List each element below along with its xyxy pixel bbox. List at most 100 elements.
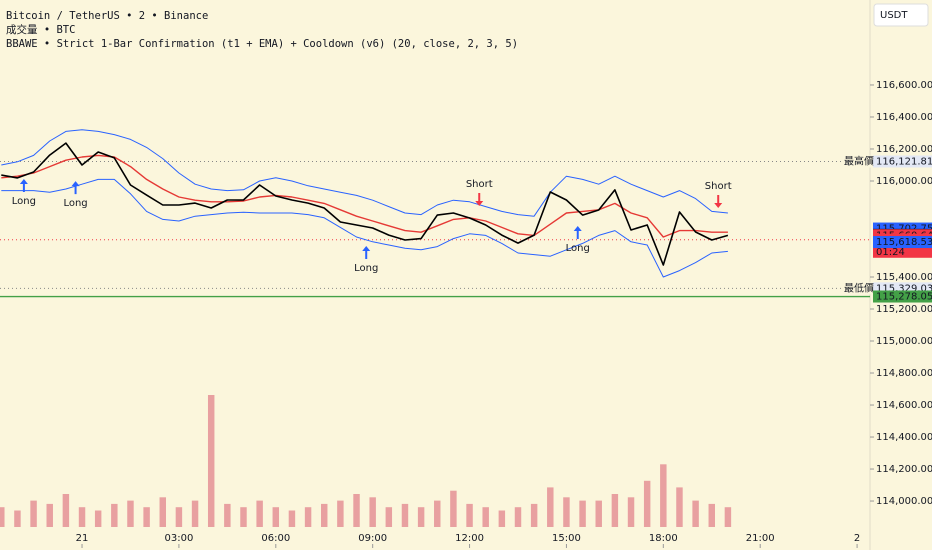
volume-bar (611, 494, 619, 527)
y-tick-label: 114,800.00 (876, 368, 932, 379)
chart-title: Bitcoin / TetherUS • 2 • Binance (6, 10, 208, 22)
volume-bar (692, 500, 699, 527)
y-tick-label: 114,200.00 (876, 464, 932, 475)
series-line (1, 178, 728, 278)
price-badge (873, 290, 932, 303)
volume-bar (514, 507, 522, 527)
volume-bar (385, 507, 393, 527)
x-tick-label: 21 (76, 533, 89, 544)
volume-bar (14, 510, 21, 527)
volume-bar (207, 395, 215, 527)
x-tick-label: 15:00 (552, 533, 581, 544)
x-tick-label: 2 (854, 533, 860, 544)
price-tag-box (842, 282, 872, 295)
volume-bar (78, 507, 86, 527)
volume-bar (660, 464, 667, 527)
volume-bar (143, 507, 150, 527)
signal-arrow (19, 178, 28, 192)
price-tag: 最低價 (844, 281, 874, 294)
y-tick-label: 116,200.00 (876, 144, 932, 155)
y-tick-label: 114,400.00 (876, 432, 932, 443)
x-tick-label: 09:00 (358, 533, 387, 544)
volume-bar (30, 500, 37, 527)
series-line (1, 129, 728, 217)
signal-label: Long (12, 196, 36, 207)
y-tick-label: 115,000.00 (876, 336, 932, 347)
price-badge-label: 115,329.03 (876, 283, 932, 294)
signal-arrow (475, 193, 484, 207)
x-tick-label: 18:00 (649, 533, 678, 544)
signal-label: Long (354, 263, 378, 274)
y-tick-label: 116,400.00 (876, 112, 932, 123)
currency[interactable]: USDT (880, 10, 908, 21)
volume-bar (0, 507, 5, 527)
volume-bar (676, 487, 683, 527)
x-tick-label: 21:00 (746, 533, 775, 544)
price-tag: 最高價 (844, 154, 874, 167)
volume-bar (127, 500, 134, 527)
signal-label: Long (566, 243, 590, 254)
price-tag-box (842, 155, 872, 168)
price-badge (873, 236, 932, 249)
y-tick-label: 114,600.00 (876, 400, 932, 411)
volume-bar (450, 490, 457, 527)
volume-bar (627, 497, 635, 527)
volume-bar (708, 503, 715, 527)
currency-box[interactable] (873, 3, 929, 27)
volume-bar (530, 503, 538, 527)
price-badge-label: 115,618.53 (876, 237, 932, 248)
volume-bar (563, 497, 570, 527)
price-badge-countdown: 01:24 (876, 247, 905, 258)
volume-bar (579, 500, 586, 527)
volume-bar (46, 503, 53, 527)
volume-bar (401, 503, 409, 527)
volume-legend: 成交量 • BTC (6, 23, 75, 36)
y-tick-label: 116,000.00 (876, 176, 932, 187)
volume-bar (417, 507, 425, 527)
volume-bar (482, 507, 489, 527)
y-tick-label: 114,000.00 (876, 496, 932, 507)
signal-arrow (573, 226, 582, 240)
price-badge-label: 115,278.05 (876, 292, 932, 303)
volume-bar (288, 510, 296, 527)
x-tick-label: 03:00 (164, 533, 193, 544)
volume-bar (643, 480, 651, 527)
volume-bar (547, 487, 554, 527)
volume-bar (256, 500, 263, 527)
volume-bar (94, 510, 102, 527)
y-tick-label: 116,600.00 (876, 80, 932, 91)
x-tick-label: 06:00 (261, 533, 290, 544)
volume-bar (434, 500, 441, 527)
signal-label: Short (705, 181, 732, 192)
volume-bar (272, 507, 280, 527)
volume-bar (111, 503, 118, 527)
volume-bar (62, 494, 70, 527)
volume-bar (224, 503, 231, 527)
series-line (1, 142, 729, 266)
volume-bar (159, 497, 166, 527)
volume-bar (191, 500, 199, 527)
x-tick-label: 12:00 (455, 533, 484, 544)
indicator-legend: BBAWE • Strict 1-Bar Confirmation (t1 + … (6, 38, 518, 50)
volume-bar (466, 503, 473, 527)
signal-label: Short (466, 179, 493, 190)
price-badge (873, 155, 932, 168)
volume-bar (240, 507, 247, 527)
volume-bar (724, 507, 732, 527)
volume-bar (304, 507, 312, 527)
y-tick-label: 115,200.00 (876, 304, 932, 315)
signal-arrow (71, 181, 80, 195)
volume-bar (337, 500, 344, 527)
price-badge-label: 116,121.81 (876, 156, 932, 167)
series-line (1, 154, 728, 238)
volume-bar (175, 507, 183, 527)
volume-bar (353, 494, 360, 527)
volume-bar (498, 510, 506, 527)
volume-bar (595, 500, 602, 527)
volume-bar (369, 497, 376, 527)
signal-label: Long (63, 198, 87, 209)
signal-arrow (362, 246, 371, 260)
y-tick-label: 115,400.00 (876, 272, 932, 283)
